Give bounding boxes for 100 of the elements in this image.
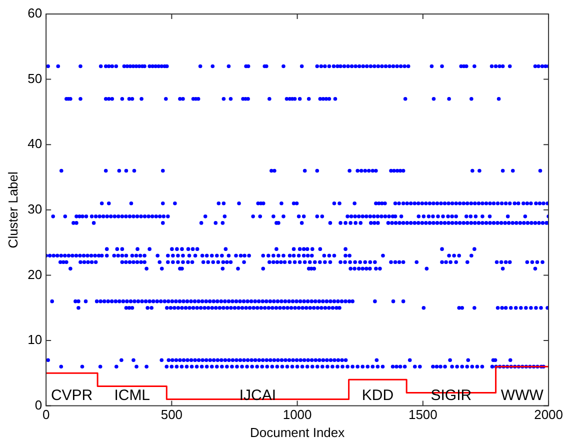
- point: [466, 358, 470, 362]
- point: [212, 358, 216, 362]
- point: [359, 168, 364, 173]
- point: [117, 168, 122, 173]
- point: [298, 358, 302, 362]
- point: [356, 266, 361, 271]
- point: [120, 96, 124, 101]
- point: [374, 358, 379, 362]
- point: [310, 358, 314, 362]
- point: [160, 168, 165, 173]
- point: [216, 358, 220, 362]
- point: [340, 358, 344, 362]
- point: [234, 358, 238, 362]
- point: [328, 358, 333, 362]
- point: [403, 96, 408, 101]
- point: [352, 266, 356, 271]
- point: [186, 247, 190, 251]
- point: [193, 358, 197, 362]
- point: [508, 358, 512, 362]
- point: [447, 96, 451, 101]
- point: [424, 266, 429, 271]
- point: [104, 168, 108, 173]
- point: [274, 247, 278, 251]
- point: [378, 266, 382, 271]
- point: [276, 358, 280, 362]
- point: [310, 247, 314, 251]
- point: [246, 358, 250, 362]
- point: [305, 247, 310, 251]
- point: [348, 266, 352, 271]
- point: [130, 96, 134, 101]
- point: [292, 247, 296, 251]
- point: [174, 358, 178, 362]
- point: [363, 168, 368, 173]
- y-tick-label: 30: [28, 201, 42, 216]
- point: [104, 247, 109, 251]
- point: [510, 168, 515, 173]
- point: [160, 358, 164, 362]
- point: [374, 266, 378, 271]
- point: [500, 168, 505, 173]
- point: [140, 96, 144, 101]
- point: [321, 358, 326, 362]
- point: [186, 358, 190, 362]
- point: [127, 96, 132, 101]
- point: [242, 358, 246, 362]
- point: [356, 168, 360, 173]
- point: [175, 247, 179, 251]
- point: [272, 168, 276, 173]
- x-tick-label: 1500: [408, 407, 438, 422]
- point: [268, 358, 272, 362]
- point: [336, 358, 340, 362]
- point: [238, 358, 242, 362]
- point: [344, 247, 348, 251]
- point: [264, 358, 269, 362]
- point: [166, 358, 171, 362]
- x-tick-label: 2000: [534, 407, 563, 422]
- point: [270, 168, 274, 173]
- point: [200, 358, 204, 362]
- point: [181, 96, 185, 101]
- point: [368, 266, 372, 271]
- point: [68, 266, 72, 271]
- point: [360, 266, 365, 271]
- point: [280, 358, 284, 362]
- point: [178, 358, 182, 362]
- point: [230, 358, 235, 362]
- point: [332, 358, 336, 362]
- point: [227, 358, 231, 362]
- point: [318, 358, 322, 362]
- annotation: ICML: [114, 386, 150, 404]
- y-tick-label: 60: [28, 6, 42, 21]
- point: [324, 96, 328, 101]
- point: [261, 266, 266, 271]
- point: [367, 168, 371, 173]
- point: [180, 247, 184, 251]
- point: [78, 96, 82, 101]
- point: [291, 358, 295, 362]
- x-tick-label: 1000: [282, 407, 312, 422]
- point: [132, 168, 136, 173]
- point: [327, 96, 332, 101]
- point: [344, 358, 348, 362]
- point: [164, 96, 168, 101]
- point: [370, 168, 375, 173]
- point: [160, 266, 164, 271]
- point: [312, 266, 316, 271]
- point: [538, 168, 542, 173]
- point: [287, 358, 292, 362]
- point: [408, 358, 412, 362]
- annotation: KDD: [362, 386, 394, 404]
- point: [500, 266, 505, 271]
- point: [46, 358, 50, 362]
- point: [470, 96, 474, 101]
- point: [440, 247, 444, 251]
- point: [228, 96, 233, 101]
- point: [223, 358, 228, 362]
- point: [189, 358, 194, 362]
- point: [321, 96, 326, 101]
- point: [284, 96, 289, 101]
- y-tick-label: 0: [34, 397, 42, 412]
- point: [364, 266, 368, 271]
- point: [496, 96, 501, 101]
- point: [196, 358, 201, 362]
